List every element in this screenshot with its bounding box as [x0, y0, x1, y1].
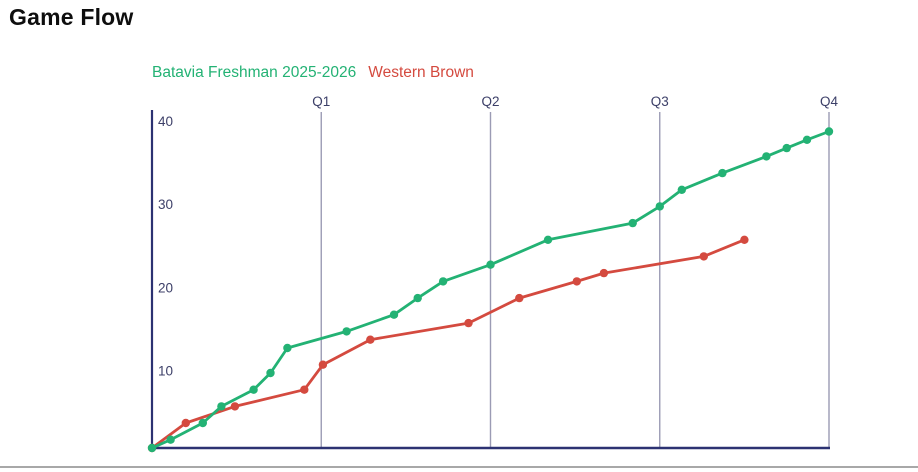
- quarter-label-q4: Q4: [820, 94, 839, 109]
- data-point-batavia-freshman-2025-2026: [166, 435, 175, 444]
- data-point-batavia-freshman-2025-2026: [677, 185, 686, 194]
- page-title: Game Flow: [9, 4, 134, 30]
- chart-legend: Batavia Freshman 2025-2026 Western Brown: [152, 64, 486, 82]
- quarter-label-q3: Q3: [651, 94, 669, 109]
- data-point-western-brown: [464, 318, 473, 328]
- data-point-batavia-freshman-2025-2026: [249, 385, 258, 394]
- y-tick-label-20: 20: [158, 280, 173, 295]
- data-point-batavia-freshman-2025-2026: [147, 443, 157, 453]
- data-point-batavia-freshman-2025-2026: [655, 202, 664, 211]
- data-point-western-brown: [181, 418, 190, 428]
- legend-item-away-team: Western Brown: [368, 64, 474, 81]
- quarter-label-q2: Q2: [481, 94, 499, 109]
- data-point-batavia-freshman-2025-2026: [802, 135, 812, 144]
- data-point-batavia-freshman-2025-2026: [266, 368, 275, 378]
- data-point-western-brown: [572, 277, 581, 286]
- data-point-western-brown: [300, 385, 309, 394]
- data-point-western-brown: [515, 293, 524, 303]
- data-point-western-brown: [366, 335, 375, 344]
- data-point-batavia-freshman-2025-2026: [486, 260, 495, 269]
- data-point-western-brown: [599, 268, 609, 278]
- series-line-western-brown: [150, 238, 746, 450]
- data-point-batavia-freshman-2025-2026: [198, 418, 207, 428]
- y-tick-label-40: 40: [158, 114, 173, 129]
- data-point-western-brown: [230, 402, 240, 411]
- data-point-batavia-freshman-2025-2026: [438, 277, 448, 286]
- data-point-western-brown: [318, 360, 328, 369]
- y-tick-label-30: 30: [158, 197, 173, 212]
- data-point-batavia-freshman-2025-2026: [342, 327, 351, 336]
- data-point-batavia-freshman-2025-2026: [543, 235, 553, 244]
- y-tick-label-10: 10: [158, 364, 173, 379]
- data-point-batavia-freshman-2025-2026: [762, 152, 771, 161]
- quarter-label-q1: Q1: [312, 94, 330, 109]
- bottom-divider-line: [0, 466, 918, 468]
- data-point-batavia-freshman-2025-2026: [824, 127, 834, 136]
- data-point-western-brown: [740, 235, 749, 244]
- data-point-batavia-freshman-2025-2026: [217, 402, 226, 411]
- data-point-batavia-freshman-2025-2026: [389, 310, 399, 319]
- data-point-batavia-freshman-2025-2026: [718, 168, 727, 178]
- data-point-western-brown: [699, 252, 708, 261]
- data-point-batavia-freshman-2025-2026: [628, 218, 637, 228]
- legend-item-home-team: Batavia Freshman 2025-2026: [152, 64, 357, 81]
- data-point-batavia-freshman-2025-2026: [413, 293, 422, 303]
- data-point-batavia-freshman-2025-2026: [782, 143, 791, 153]
- data-point-batavia-freshman-2025-2026: [283, 343, 292, 353]
